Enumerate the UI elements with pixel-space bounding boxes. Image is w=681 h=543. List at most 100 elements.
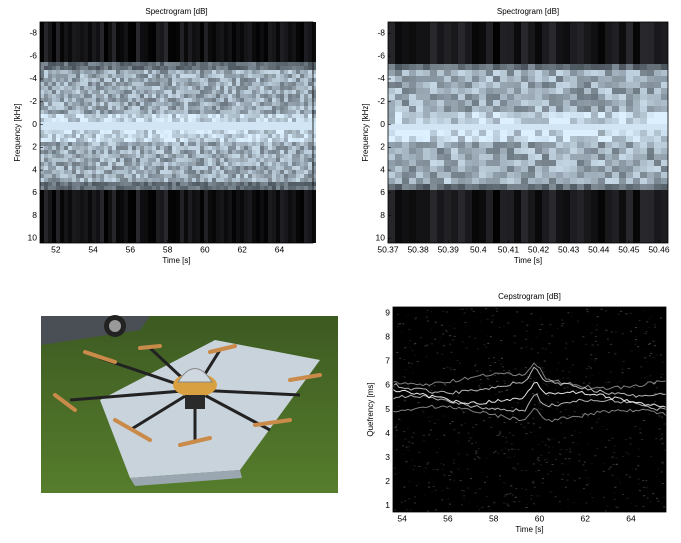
- texture-cell: [619, 88, 626, 94]
- texture-cell: [570, 64, 577, 70]
- texture-cell: [84, 82, 88, 86]
- texture-speck: [509, 421, 511, 422]
- texture-cell: [216, 166, 220, 170]
- texture-cell: [164, 122, 168, 126]
- texture-cell: [458, 82, 465, 88]
- texture-cell: [570, 130, 577, 136]
- texture-cell: [56, 62, 60, 66]
- texture-cell: [80, 70, 84, 74]
- texture-cell: [88, 106, 92, 110]
- texture-cell: [56, 90, 60, 94]
- texture-speck: [613, 492, 615, 493]
- texture-cell: [144, 126, 148, 130]
- texture-cell: [64, 126, 68, 130]
- texture-speck: [480, 379, 482, 380]
- texture-cell: [280, 178, 284, 182]
- texture-cell: [612, 118, 619, 124]
- texture-cell: [633, 148, 640, 154]
- texture-cell: [172, 62, 176, 66]
- texture-cell: [542, 136, 549, 142]
- texture-cell: [272, 110, 276, 114]
- texture-cell: [304, 70, 308, 74]
- x-tick-label: 50.39: [438, 244, 460, 254]
- y-tick-label: 6: [32, 187, 37, 197]
- texture-cell: [472, 106, 479, 112]
- texture-cell: [140, 110, 144, 114]
- texture-cell: [220, 174, 224, 178]
- texture-speck: [463, 495, 465, 496]
- texture-speck: [656, 473, 658, 474]
- texture-speck: [565, 348, 567, 349]
- texture-cell: [388, 130, 395, 136]
- texture-cell: [647, 118, 654, 124]
- texture-cell: [228, 86, 232, 90]
- texture-speck: [485, 308, 487, 309]
- texture-speck: [515, 497, 517, 498]
- texture-cell: [56, 130, 60, 134]
- texture-cell: [80, 150, 84, 154]
- texture-cell: [542, 70, 549, 76]
- texture-cell: [48, 178, 52, 182]
- texture-cell: [284, 62, 288, 66]
- texture-cell: [240, 102, 244, 106]
- texture-cell: [44, 150, 48, 154]
- texture-cell: [280, 174, 284, 178]
- texture-speck: [615, 458, 617, 459]
- texture-cell: [479, 184, 486, 190]
- texture-cell: [626, 106, 633, 112]
- texture-cell: [208, 134, 212, 138]
- texture-cell: [556, 160, 563, 166]
- texture-cell: [402, 64, 409, 70]
- texture-speck: [642, 487, 644, 488]
- texture-speck: [517, 402, 519, 403]
- texture-cell: [252, 114, 256, 118]
- texture-speck: [647, 361, 649, 362]
- texture-cell: [619, 76, 626, 82]
- texture-cell: [280, 162, 284, 166]
- texture-cell: [444, 184, 451, 190]
- texture-cell: [188, 186, 192, 190]
- texture-cell: [252, 78, 256, 82]
- texture-cell: [272, 70, 276, 74]
- texture-cell: [402, 94, 409, 100]
- texture-speck: [588, 366, 590, 367]
- texture-cell: [458, 136, 465, 142]
- texture-speck: [634, 426, 636, 427]
- texture-cell: [444, 70, 451, 76]
- texture-speck: [562, 474, 564, 475]
- texture-cell: [268, 130, 272, 134]
- texture-cell: [240, 186, 244, 190]
- texture-cell: [96, 134, 100, 138]
- texture-cell: [116, 186, 120, 190]
- texture-speck: [662, 483, 664, 484]
- texture-speck: [438, 342, 440, 343]
- texture-cell: [437, 64, 444, 70]
- texture-speck: [603, 497, 605, 498]
- texture-cell: [430, 94, 437, 100]
- x-tick-label: 50.37: [377, 244, 399, 254]
- texture-cell: [120, 70, 124, 74]
- texture-cell: [296, 114, 300, 118]
- texture-cell: [188, 114, 192, 118]
- texture-speck: [654, 345, 656, 346]
- texture-speck: [548, 343, 550, 344]
- texture-speck: [565, 342, 567, 343]
- texture-speck: [501, 358, 503, 359]
- texture-speck: [532, 393, 534, 394]
- texture-cell: [80, 106, 84, 110]
- texture-cell: [132, 162, 136, 166]
- texture-cell: [144, 74, 148, 78]
- texture-cell: [188, 182, 192, 186]
- texture-speck: [458, 469, 460, 470]
- texture-speck: [515, 422, 517, 423]
- texture-cell: [528, 142, 535, 148]
- texture-cell: [280, 150, 284, 154]
- texture-cell: [507, 100, 514, 106]
- texture-cell: [570, 148, 577, 154]
- texture-cell: [168, 142, 172, 146]
- texture-cell: [236, 154, 240, 158]
- texture-cell: [465, 142, 472, 148]
- texture-cell: [647, 94, 654, 100]
- texture-cell: [72, 166, 76, 170]
- texture-cell: [68, 154, 72, 158]
